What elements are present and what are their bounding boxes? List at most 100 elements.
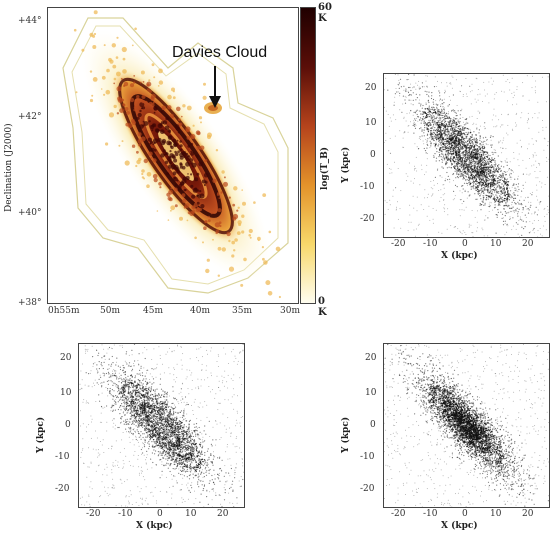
particle [221, 375, 223, 377]
particle-plot [79, 344, 244, 507]
particle [196, 357, 198, 358]
particle [514, 197, 516, 199]
particle [462, 117, 464, 118]
particle [501, 176, 503, 178]
particle [207, 459, 209, 461]
particle [193, 503, 195, 505]
particle [150, 390, 152, 392]
particle [424, 108, 426, 110]
particle [424, 123, 426, 125]
particle [470, 168, 472, 170]
particle [425, 112, 427, 114]
particle [452, 199, 454, 201]
particle [480, 150, 482, 152]
particle [428, 105, 430, 107]
particle [431, 116, 433, 118]
particle [428, 109, 430, 111]
particle [220, 437, 222, 439]
particle [515, 183, 517, 186]
particle [406, 113, 408, 115]
particle [504, 211, 506, 213]
particle [476, 138, 478, 141]
particle [232, 380, 234, 381]
particle [412, 124, 414, 127]
particle [425, 103, 427, 105]
particle [514, 194, 516, 196]
particle [141, 502, 143, 504]
particle [539, 170, 541, 172]
particle [216, 361, 218, 362]
particle [465, 136, 467, 138]
particle [128, 431, 130, 433]
particle [477, 172, 479, 174]
particle [429, 122, 431, 124]
particle [197, 453, 199, 455]
particle [490, 175, 492, 177]
particle [528, 127, 530, 129]
particle [503, 171, 505, 173]
particle [448, 132, 450, 134]
particle [463, 138, 465, 140]
particle [440, 156, 442, 158]
particle [240, 425, 241, 427]
particle [196, 468, 198, 471]
particle [392, 189, 394, 191]
particle [125, 353, 127, 355]
particle [168, 367, 170, 369]
particle [468, 223, 470, 225]
particle [478, 162, 480, 164]
particle [451, 75, 453, 77]
particle [506, 187, 508, 189]
particle [506, 205, 508, 207]
particle [511, 170, 513, 172]
particle [488, 166, 490, 168]
particle [440, 135, 442, 137]
particle [433, 156, 435, 158]
particle [397, 168, 399, 169]
particle [517, 215, 519, 217]
particle [242, 478, 244, 481]
particle [488, 160, 490, 162]
particle [435, 112, 437, 114]
hi-map-ytick: +38° [18, 298, 42, 308]
particle [414, 165, 415, 167]
particle [197, 468, 199, 470]
particle [389, 204, 391, 206]
particle [421, 107, 423, 109]
particle [407, 230, 409, 232]
particle [522, 82, 524, 84]
particle [165, 446, 167, 448]
particle [537, 230, 539, 232]
particle [516, 103, 518, 105]
particle [453, 165, 455, 168]
particle [176, 377, 178, 378]
particle [448, 131, 450, 133]
particle [489, 188, 491, 190]
particle [390, 168, 392, 170]
particle [236, 497, 238, 499]
particle [512, 97, 514, 99]
particle [111, 381, 113, 383]
particle [227, 458, 229, 460]
particle [111, 487, 113, 489]
particle [490, 176, 492, 178]
particle [512, 210, 514, 212]
particle [472, 183, 475, 185]
particle [457, 143, 459, 145]
particle [155, 376, 157, 378]
particle [482, 150, 484, 152]
particle [474, 183, 476, 185]
particle [487, 170, 489, 172]
particle [145, 463, 147, 465]
particle [422, 118, 424, 120]
particle [191, 458, 194, 460]
particle [130, 494, 132, 496]
particle [454, 141, 456, 143]
particle [511, 201, 513, 203]
particle [428, 101, 430, 104]
particle [442, 114, 444, 117]
particle [179, 416, 181, 418]
particle [454, 195, 456, 197]
particle [509, 176, 511, 178]
particle [460, 163, 462, 165]
